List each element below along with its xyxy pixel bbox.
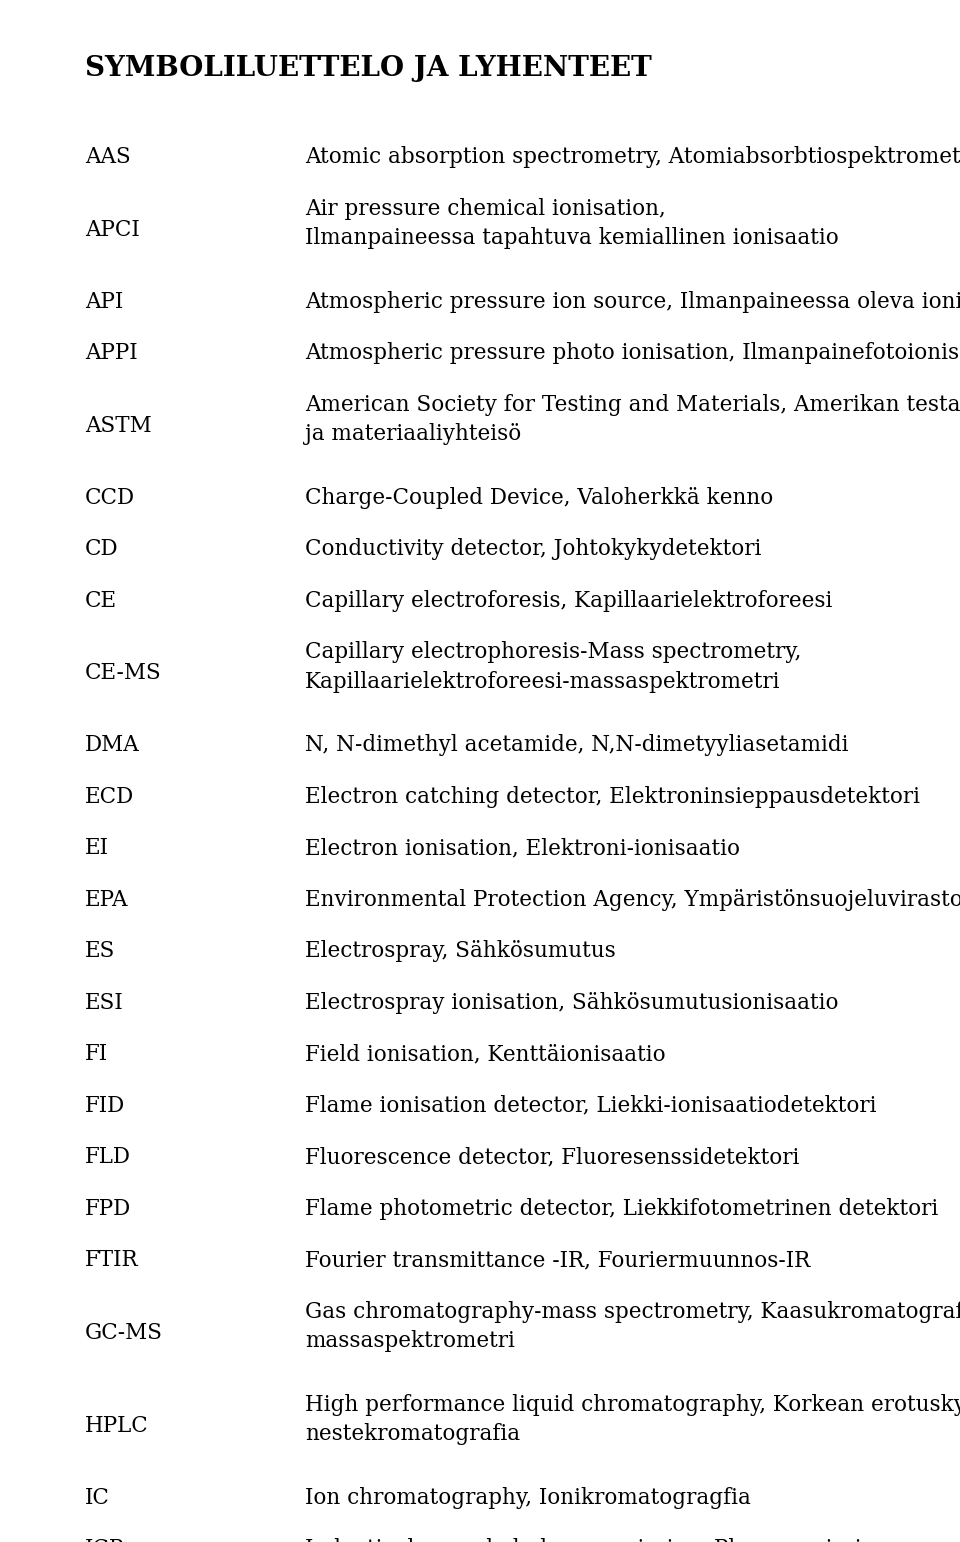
Text: Environmental Protection Agency, Ympäristönsuojeluvirasto: Environmental Protection Agency, Ympäris…	[305, 888, 960, 911]
Text: CE: CE	[85, 589, 117, 612]
Text: FTIR: FTIR	[85, 1249, 138, 1271]
Text: Air pressure chemical ionisation,
Ilmanpaineessa tapahtuva kemiallinen ionisaati: Air pressure chemical ionisation, Ilmanp…	[305, 197, 839, 250]
Text: Atmospheric pressure ion source, Ilmanpaineessa oleva ionilähde: Atmospheric pressure ion source, Ilmanpa…	[305, 291, 960, 313]
Text: FID: FID	[85, 1095, 125, 1116]
Text: Flame photometric detector, Liekkifotometrinen detektori: Flame photometric detector, Liekkifotome…	[305, 1198, 938, 1220]
Text: IC: IC	[85, 1486, 109, 1508]
Text: Atmospheric pressure photo ionisation, Ilmanpainefotoionisaatio: Atmospheric pressure photo ionisation, I…	[305, 342, 960, 364]
Text: Flame ionisation detector, Liekki-ionisaatiodetektori: Flame ionisation detector, Liekki-ionisa…	[305, 1095, 876, 1116]
Text: N, N-dimethyl acetamide, N,N-dimetyyliasetamidi: N, N-dimethyl acetamide, N,N-dimetyylias…	[305, 734, 849, 756]
Text: HPLC: HPLC	[85, 1414, 149, 1437]
Text: DMA: DMA	[85, 734, 140, 756]
Text: Capillary electroforesis, Kapillaarielektroforeesi: Capillary electroforesis, Kapillaarielek…	[305, 589, 832, 612]
Text: Electron catching detector, Elektroninsieppausdetektori: Electron catching detector, Elektroninsi…	[305, 786, 920, 808]
Text: Atomic absorption spectrometry, Atomiabsorbtiospektrometri: Atomic absorption spectrometry, Atomiabs…	[305, 146, 960, 168]
Text: CD: CD	[85, 538, 119, 560]
Text: FLD: FLD	[85, 1146, 131, 1169]
Text: Capillary electrophoresis-Mass spectrometry,
Kapillaarielektroforeesi-massaspekt: Capillary electrophoresis-Mass spectrome…	[305, 641, 802, 692]
Text: ASTM: ASTM	[85, 415, 152, 436]
Text: APPI: APPI	[85, 342, 137, 364]
Text: Ion chromatography, Ionikromatogragfia: Ion chromatography, Ionikromatogragfia	[305, 1486, 751, 1508]
Text: Conductivity detector, Johtokykydetektori: Conductivity detector, Johtokykydetektor…	[305, 538, 761, 560]
Text: CE-MS: CE-MS	[85, 662, 161, 685]
Text: American Society for Testing and Materials, Amerikan testaus-
ja materiaaliyhtei: American Society for Testing and Materia…	[305, 393, 960, 446]
Text: Electrospray, Sähkösumutus: Electrospray, Sähkösumutus	[305, 941, 615, 962]
Text: ICP: ICP	[85, 1539, 124, 1542]
Text: FPD: FPD	[85, 1198, 132, 1220]
Text: SYMBOLILUETTELO JA LYHENTEET: SYMBOLILUETTELO JA LYHENTEET	[85, 56, 652, 82]
Text: Electron ionisation, Elektroni-ionisaatio: Electron ionisation, Elektroni-ionisaati…	[305, 837, 740, 859]
Text: High performance liquid chromatography, Korkean erotuskyvyn
nestekromatografia: High performance liquid chromatography, …	[305, 1394, 960, 1445]
Text: ESI: ESI	[85, 992, 124, 1013]
Text: Fluorescence detector, Fluoresenssidetektori: Fluorescence detector, Fluoresenssidetek…	[305, 1146, 800, 1169]
Text: EI: EI	[85, 837, 109, 859]
Text: EPA: EPA	[85, 888, 129, 911]
Text: Gas chromatography-mass spectrometry, Kaasukromatografi-
massaspektrometri: Gas chromatography-mass spectrometry, Ka…	[305, 1301, 960, 1352]
Text: CCD: CCD	[85, 487, 135, 509]
Text: AAS: AAS	[85, 146, 131, 168]
Text: Inductively coupled plasmaemission, Plasmaemissio: Inductively coupled plasmaemission, Plas…	[305, 1539, 875, 1542]
Text: Electrospray ionisation, Sähkösumutusionisaatio: Electrospray ionisation, Sähkösumutusion…	[305, 992, 838, 1013]
Text: APCI: APCI	[85, 219, 140, 241]
Text: API: API	[85, 291, 123, 313]
Text: Charge-Coupled Device, Valoherkkä kenno: Charge-Coupled Device, Valoherkkä kenno	[305, 487, 773, 509]
Text: FI: FI	[85, 1044, 108, 1066]
Text: GC-MS: GC-MS	[85, 1321, 163, 1343]
Text: ECD: ECD	[85, 786, 134, 808]
Text: Field ionisation, Kenttäionisaatio: Field ionisation, Kenttäionisaatio	[305, 1044, 665, 1066]
Text: ES: ES	[85, 941, 115, 962]
Text: Fourier transmittance -IR, Fouriermuunnos-IR: Fourier transmittance -IR, Fouriermuunno…	[305, 1249, 810, 1271]
